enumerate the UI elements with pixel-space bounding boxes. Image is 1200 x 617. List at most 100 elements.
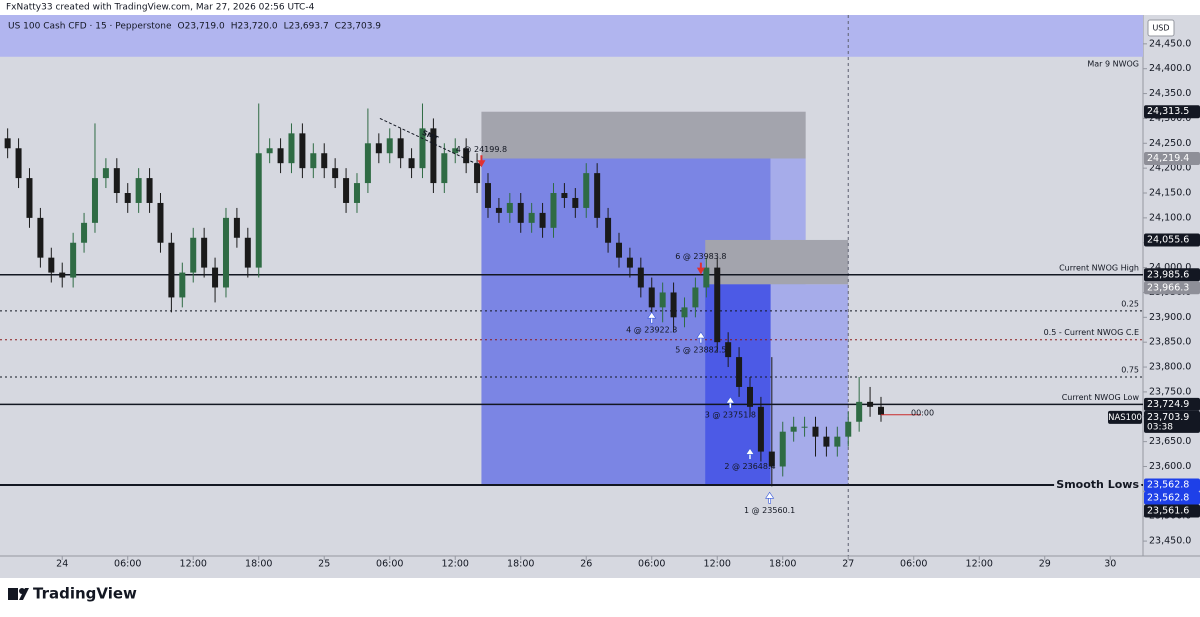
candle-body [659,292,666,308]
candle-body [299,133,306,169]
candle-body [332,168,339,179]
candle-body [648,287,655,308]
price-label: 24,313.5 [1147,106,1189,117]
ohlc-value: O23,719.0 [178,22,225,32]
candle-body [725,342,732,358]
brand: TradingView [33,585,137,603]
candle-body [539,212,546,228]
x-tick-label: 29 [1039,559,1051,570]
x-tick-label: 06:00 [900,559,927,570]
candle-body [441,153,448,184]
candle-body [779,431,786,467]
y-tick-label: 24,000.0 [1149,262,1191,273]
buy-arrow [765,491,775,504]
candle-body [517,202,524,223]
candle-body [561,193,568,198]
candle-body [364,143,371,184]
x-tick-label: 26 [580,559,592,570]
buy-arrow [647,311,657,324]
candle-body [397,138,404,159]
symbol-tag: NAS100 [1108,413,1142,423]
trade-label: 6 @ 23983.8 [675,252,726,261]
candle-body [474,163,481,184]
y-tick-label: 23,850.0 [1149,337,1191,348]
level-label: 0.75 [1121,365,1139,374]
candle-body [168,242,175,298]
x-tick-label: 27 [842,559,854,570]
candle-body [757,406,764,452]
candle-body [834,436,841,447]
candle-body [703,267,710,288]
y-tick-label: 24,400.0 [1149,63,1191,74]
x-tick-label: 24 [56,559,68,570]
symbol-tag-bg [1108,410,1142,424]
candle-body [255,153,262,268]
candle-body [288,133,295,164]
y-tick-label: 24,150.0 [1149,188,1191,199]
price-label: 23,562.8 [1147,479,1189,490]
price-label-bg [1144,478,1200,492]
candle-body [583,173,590,208]
price-label: 24,055.6 [1147,234,1189,245]
sell-arrow [477,155,486,168]
candle-body [594,173,601,218]
zone [481,111,806,159]
candle-body [506,202,513,213]
y-tick-label: 24,450.0 [1149,38,1191,49]
candle-body [353,183,360,203]
level-label: Current NWOG Low [1062,393,1140,402]
candle-body [823,436,830,447]
y-tick-label: 24,250.0 [1149,138,1191,149]
candle-body [452,148,459,154]
x-tick-label: 12:00 [966,559,993,570]
candle-body [59,272,66,278]
candle-body [179,272,186,298]
candle-body [626,257,633,268]
position-time: 00:00 [911,408,934,417]
candle-body [157,202,164,243]
candle-body [877,406,884,415]
x-tick-label: 25 [318,559,330,570]
candle-body [244,237,251,268]
candle-body [681,307,688,318]
smt-line [379,117,481,167]
price-label: 23,562.8 [1147,492,1189,503]
level-label: Current NWOG High [1059,263,1139,272]
x-tick-label: 30 [1104,559,1116,570]
currency-box [1147,19,1175,37]
candle-body [310,153,317,169]
buy-arrow [725,396,735,409]
price-label: 23,966.3 [1147,282,1189,293]
y-tick-label: 24,300.0 [1149,113,1191,124]
candle-body [113,168,120,194]
price-label-bg [1144,504,1200,518]
buy-arrow [696,331,706,344]
candle-body [37,217,44,258]
price-label-bg [1144,397,1200,411]
candle-body [670,292,677,318]
candle-body [277,148,284,164]
footer [0,580,1200,613]
candle-body [146,178,153,203]
plot: Current NWOG High 0.25 0.5 - Current NWOG … [0,15,1143,556]
price-label-bg [1144,281,1200,295]
level-label: 0.5 - Current NWOG C.E [1044,328,1139,337]
trade-label: 2 @ 23648.4 [724,462,775,471]
candle-body [26,178,33,218]
ohlc-value: C23,703.9 [335,22,382,32]
candle-body [572,197,579,208]
candle-body [812,426,819,437]
candle-body [91,178,98,223]
price-label: 23,985.6 [1147,269,1189,280]
candle-body [233,217,240,238]
candle-body [484,183,491,208]
candle-body [768,451,775,467]
y-tick-label: 24,100.0 [1149,212,1191,223]
candle-body [746,386,753,407]
candle-body [321,153,328,169]
trade-label: 5 @ 23882.5 [675,346,726,355]
price-label-bg [1144,268,1200,282]
candle-body [408,158,415,169]
candle-body [867,401,874,407]
price-label-bg [1144,491,1200,505]
